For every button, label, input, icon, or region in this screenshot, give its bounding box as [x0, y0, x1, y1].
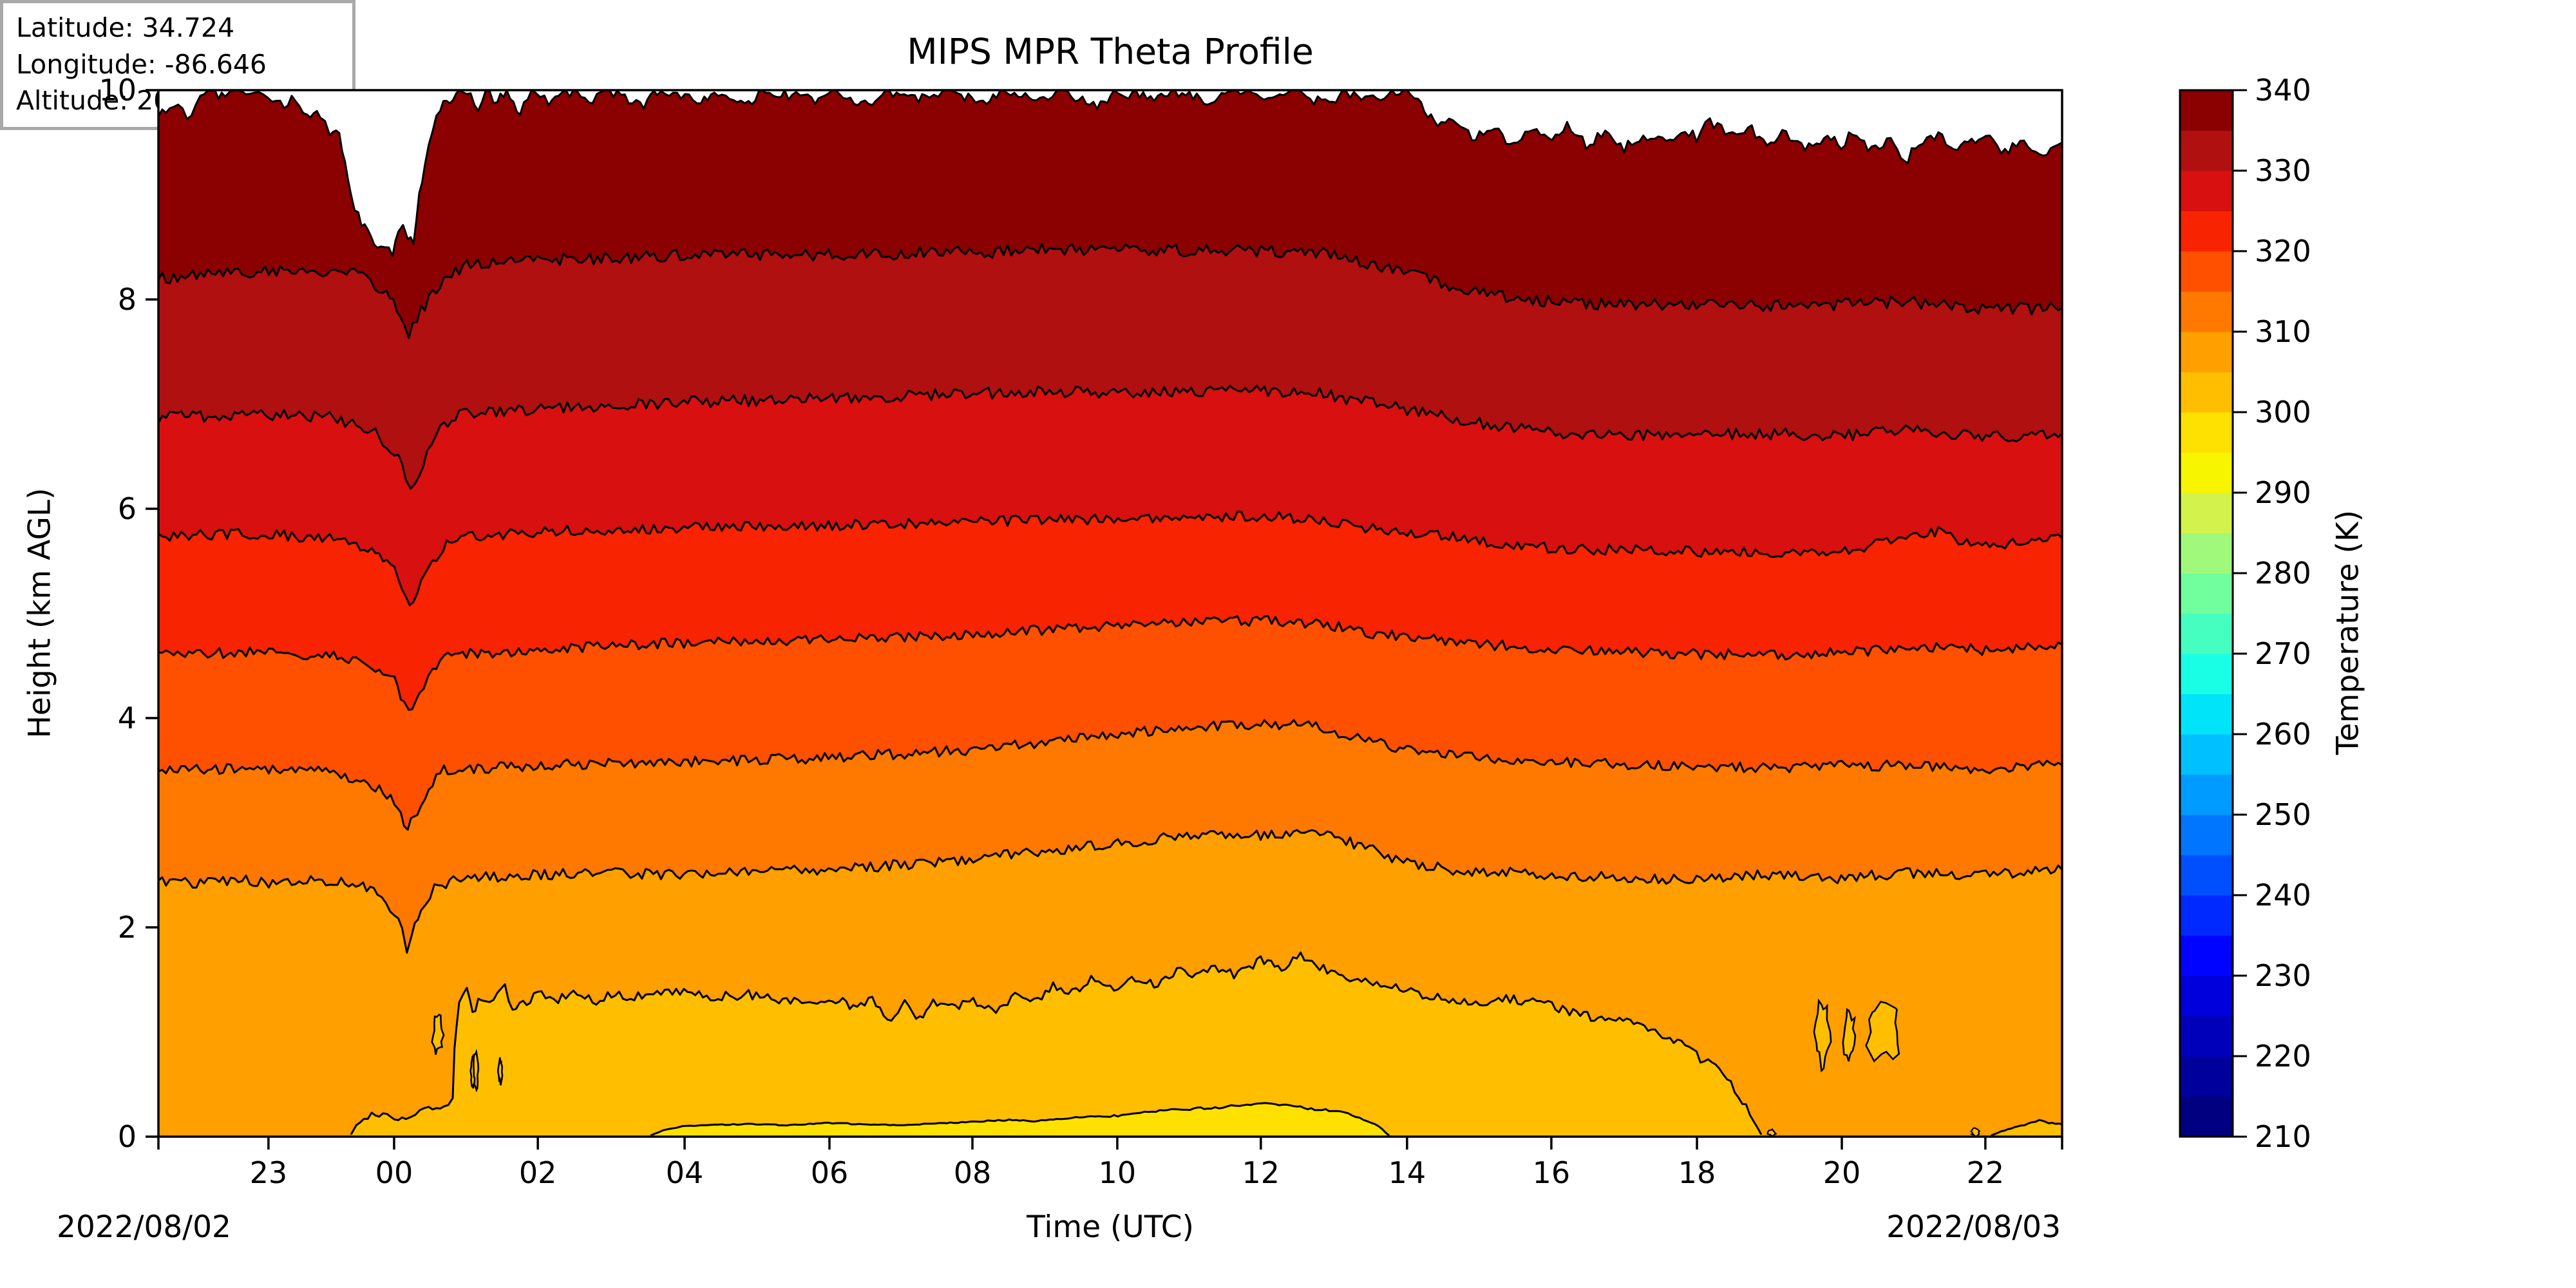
- x-tick-label: 12: [1242, 1155, 1280, 1190]
- contour-line-325: [158, 510, 2062, 607]
- colorbar-label: Temperature (K): [2330, 509, 2366, 755]
- colorbar-band: [2180, 573, 2233, 614]
- y-tick-label: 10: [99, 73, 137, 108]
- colorbar-frame: [2179, 89, 2234, 1138]
- date-label-right: 2022/08/03: [1886, 1209, 2061, 1245]
- longitude-value: Longitude: -86.646: [16, 48, 267, 80]
- colorbar-band: [2180, 90, 2233, 131]
- date-label-left: 2022/08/02: [57, 1209, 231, 1245]
- colorbar-band: [2180, 1096, 2233, 1137]
- colorbar-band: [2180, 814, 2233, 855]
- colorbar-band: [2180, 372, 2233, 413]
- contour-band-305-corner: [1991, 1120, 2062, 1137]
- colorbar-band: [2180, 170, 2233, 211]
- contour-blob-305: [497, 1057, 504, 1086]
- colorbar-tick-label: 270: [2255, 636, 2311, 671]
- contour-field: [158, 90, 2062, 1137]
- latitude-value: Latitude: 34.724: [16, 12, 235, 43]
- contour-blob-305: [1842, 1008, 1857, 1062]
- x-tick-label: 22: [1967, 1155, 2005, 1190]
- colorbar-tick-label: 220: [2255, 1039, 2311, 1074]
- x-tick-label: 18: [1678, 1155, 1716, 1190]
- x-tick-label: 20: [1823, 1155, 1861, 1190]
- contour-line-315: [158, 719, 2062, 831]
- y-tick-label: 4: [118, 701, 137, 735]
- colorbar-band: [2180, 734, 2233, 775]
- y-tick-label: 6: [118, 491, 137, 526]
- colorbar-band: [2180, 613, 2233, 654]
- colorbar-band: [2180, 211, 2233, 252]
- colorbar-tick-label: 260: [2255, 717, 2311, 752]
- x-axis-label: Time (UTC): [1027, 1209, 1194, 1245]
- colorbar-band: [2180, 855, 2233, 896]
- contour-line-305: [350, 951, 1763, 1135]
- colorbar-band: [2180, 935, 2233, 976]
- colorbar-band: [2180, 331, 2233, 372]
- x-tick-label: 00: [375, 1155, 413, 1190]
- colorbar-tick-label: 210: [2255, 1119, 2311, 1154]
- colorbar-band: [2180, 291, 2233, 332]
- contour-band-305-region: [350, 952, 1761, 1137]
- colorbar-tick-label: 300: [2255, 395, 2311, 430]
- x-tick-label: 04: [666, 1155, 704, 1190]
- colorbar-tick-label: 250: [2255, 797, 2311, 832]
- colorbar-tick-label: 310: [2255, 314, 2311, 349]
- colorbar-band: [2180, 492, 2233, 533]
- contour-blob-305: [1865, 1001, 1900, 1063]
- colorbar-band: [2180, 1056, 2233, 1097]
- colorbar-band: [2180, 694, 2233, 735]
- x-tick-label: 08: [954, 1155, 992, 1190]
- x-tick-label: 23: [250, 1155, 288, 1190]
- y-tick-label: 8: [118, 282, 137, 317]
- x-tick-label: 10: [1099, 1155, 1137, 1190]
- colorbar-band: [2180, 774, 2233, 815]
- contour-blob-305: [1813, 998, 1832, 1073]
- page-title: MIPS MPR Theta Profile: [907, 31, 1314, 72]
- y-tick-label: 2: [118, 910, 137, 945]
- x-tick-label: 06: [811, 1155, 849, 1190]
- x-tick-label: 14: [1388, 1155, 1426, 1190]
- contour-line-300: [650, 1102, 1390, 1137]
- colorbar-band: [2180, 975, 2233, 1016]
- colorbar-tick-label: 290: [2255, 475, 2311, 510]
- colorbar-band: [2180, 130, 2233, 171]
- contour-band-300-region: [650, 1103, 1390, 1137]
- contour-line-335: [158, 243, 2062, 339]
- colorbar-tick-label: 240: [2255, 878, 2311, 913]
- contour-blob-305: [431, 1014, 445, 1055]
- colorbar-band: [2180, 653, 2233, 694]
- x-tick-label: 02: [519, 1155, 557, 1190]
- plot-frame: [157, 89, 2063, 1138]
- contour-line-310: [158, 829, 2062, 954]
- contour-blob-305: [472, 1048, 480, 1093]
- y-tick-label: 0: [118, 1119, 137, 1154]
- colorbar-band: [2180, 412, 2233, 453]
- contour-line-330: [158, 384, 2062, 490]
- colorbar-tick-label: 320: [2255, 234, 2311, 269]
- colorbar-tick-label: 280: [2255, 556, 2311, 591]
- contour-speck-305: [1969, 1127, 1981, 1137]
- colorbar-band: [2180, 895, 2233, 936]
- colorbar-band: [2180, 533, 2233, 574]
- colorbar-tick-label: 330: [2255, 153, 2311, 188]
- contour-line-340: [158, 90, 2062, 258]
- colorbar-tick-label: 230: [2255, 958, 2311, 993]
- colorbar-band: [2180, 452, 2233, 493]
- colorbar-band: [2180, 251, 2233, 292]
- colorbar-tick-label: 340: [2255, 73, 2311, 108]
- x-tick-label: 16: [1533, 1155, 1571, 1190]
- contour-line-305-corner: [1991, 1119, 2062, 1137]
- colorbar-band: [2180, 1016, 2233, 1057]
- y-axis-label: Height (km AGL): [22, 488, 58, 739]
- contour-line-320: [158, 615, 2062, 711]
